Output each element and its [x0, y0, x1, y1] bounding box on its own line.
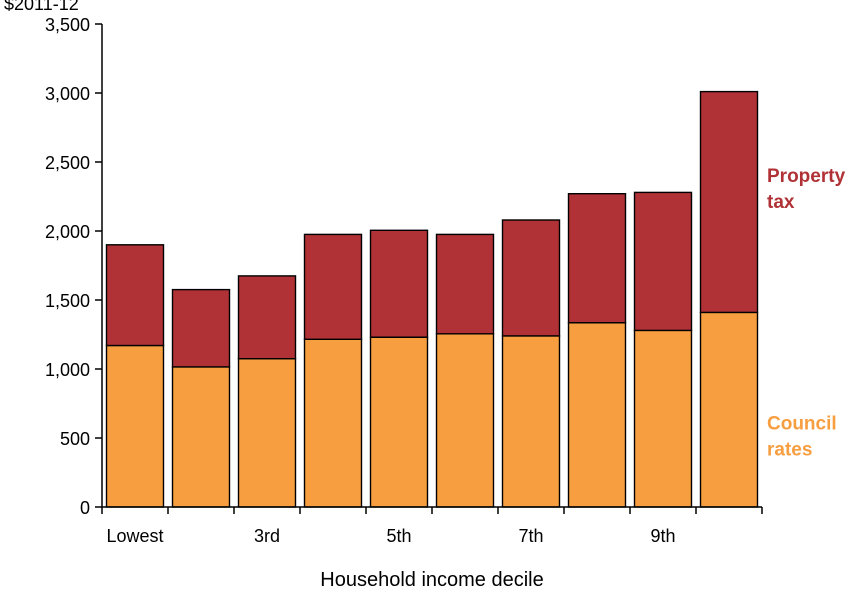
- bar-property-tax-3: [237, 275, 297, 360]
- bar-property-tax-9: [633, 191, 693, 332]
- y-tick-label: 0: [80, 498, 90, 518]
- y-tick-label: 1,500: [45, 291, 90, 311]
- series-label-council-rates: rates: [767, 440, 812, 461]
- bar-council-rates-3: [237, 357, 297, 508]
- bar-council-rates-5: [369, 336, 429, 508]
- bar-council-rates-6: [435, 333, 495, 508]
- bar-council-rates-10: [699, 311, 759, 508]
- bar-property-tax-8: [567, 192, 627, 324]
- x-tick-label: 7th: [518, 526, 543, 546]
- bar-council-rates-2: [171, 366, 231, 508]
- bar-property-tax-4: [303, 233, 363, 340]
- bar-council-rates-1: [105, 344, 165, 508]
- bar-property-tax-2: [171, 288, 231, 368]
- y-tick-label: 2,500: [45, 153, 90, 173]
- x-tick-label: Lowest: [106, 526, 163, 546]
- series-label-property-tax: tax: [767, 192, 795, 213]
- series-labels: Council rates Property tax: [767, 166, 846, 461]
- bar-council-rates-4: [303, 338, 363, 508]
- bar-council-rates-7: [501, 335, 561, 508]
- bar-property-tax-10: [699, 90, 759, 314]
- x-tick-labels: Lowest 3rd 5th 7th 9th: [106, 526, 675, 546]
- bar-council-rates-8: [567, 322, 627, 508]
- bar-property-tax-5: [369, 229, 429, 338]
- series-label-council-rates: Council: [767, 414, 837, 435]
- y-axis-unit-label: $2011-12: [4, 0, 79, 14]
- x-tick-label: 3rd: [254, 526, 280, 546]
- y-tick-label: 3,000: [45, 84, 90, 104]
- series-label-property-tax: Property: [767, 166, 846, 187]
- bar-property-tax-6: [435, 233, 495, 335]
- y-tick-label: 500: [60, 429, 90, 449]
- bar-council-rates-9: [633, 329, 693, 508]
- x-tick-label: 9th: [650, 526, 675, 546]
- axes-group: [95, 23, 763, 514]
- y-tick-label: 3,500: [45, 15, 90, 35]
- x-axis-title: Household income decile: [320, 569, 543, 591]
- x-tick-label: 5th: [386, 526, 411, 546]
- y-tick-label: 2,000: [45, 222, 90, 242]
- bar-property-tax-7: [501, 219, 561, 337]
- y-tick-labels: 0 500 1,000 1,500 2,000 2,500 3,000 3,500: [45, 15, 90, 518]
- bars-group: [105, 90, 759, 508]
- y-tick-label: 1,000: [45, 360, 90, 380]
- bar-property-tax-1: [105, 244, 165, 347]
